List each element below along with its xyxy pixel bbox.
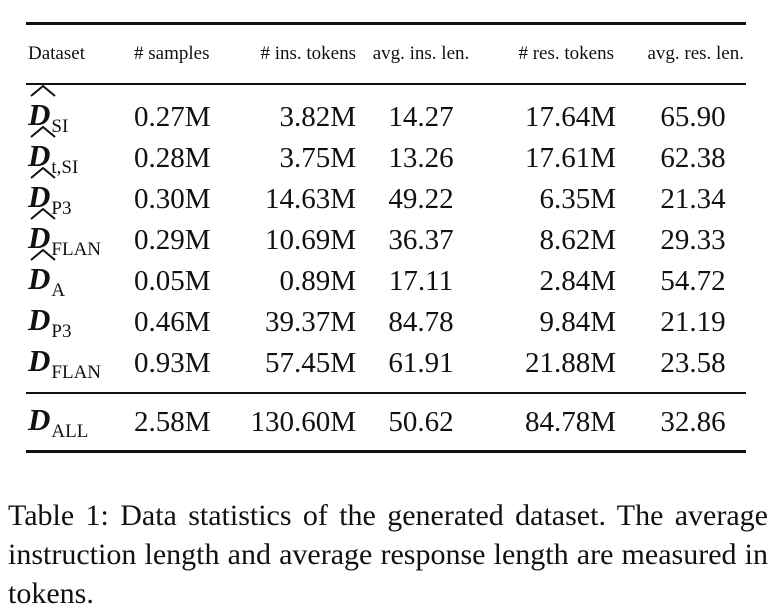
dataset-symbol: D — [28, 302, 50, 338]
avg-ins-len-cell: 61.91 — [388, 347, 454, 379]
ins-tokens-cell: 0.89M — [279, 265, 356, 297]
dataset-cell: DFLAN — [26, 207, 128, 261]
res-tokens-cell: 21.88M — [524, 347, 616, 379]
dataset-subscript: t,SI — [51, 157, 79, 178]
header-res-tokens: # res. tokens — [518, 43, 614, 64]
dataset-symbol: D — [28, 343, 50, 379]
table-body: DSI 0.27M 3.82M 14.27 17.64M 65.90 Dt,SI 0.28M 3… — [26, 84, 746, 393]
dataset-letter: D — [28, 220, 51, 255]
res-tokens-cell: 6.35M — [539, 183, 616, 215]
samples-cell: 0.28M — [134, 142, 211, 174]
dataset-letter: D — [28, 343, 51, 378]
dataset-symbol: D — [28, 207, 56, 256]
avg-ins-len-cell: 17.11 — [388, 265, 454, 297]
dataset-letter: D — [28, 179, 51, 214]
ins-tokens-cell: 3.82M — [279, 101, 356, 133]
header-samples: # samples — [134, 43, 210, 64]
ins-tokens-cell: 130.60M — [250, 405, 356, 438]
table-header: Dataset # samples # ins. tokens avg. ins… — [26, 23, 746, 84]
dataset-letter: D — [28, 261, 51, 296]
dataset-subscript: P3 — [51, 198, 72, 219]
table-total-body: DALL 2.58M 130.60M 50.62 84.78M 32.86 — [26, 393, 746, 452]
samples-cell: 0.93M — [134, 347, 211, 379]
dataset-cell: DALL — [26, 393, 128, 452]
res-tokens-cell: 8.62M — [539, 224, 616, 256]
dataset-cell: DSI — [26, 84, 128, 138]
ins-tokens-cell: 10.69M — [264, 224, 356, 256]
dataset-letter: D — [28, 138, 51, 173]
header-row: Dataset # samples # ins. tokens avg. ins… — [26, 23, 746, 84]
avg-res-len-cell: 21.34 — [660, 183, 726, 215]
ins-tokens-cell: 3.75M — [279, 142, 356, 174]
dataset-subscript: A — [51, 280, 66, 301]
dataset-cell: DA — [26, 248, 128, 302]
avg-ins-len-cell: 14.27 — [388, 101, 454, 133]
res-tokens-cell: 9.84M — [539, 306, 616, 338]
samples-cell: 0.46M — [134, 306, 211, 338]
avg-res-len-cell: 62.38 — [660, 142, 726, 174]
wide-hat-accent-icon — [30, 125, 56, 138]
samples-cell: 0.30M — [134, 183, 211, 215]
avg-ins-len-cell: 50.62 — [388, 405, 454, 438]
res-tokens-cell: 17.64M — [524, 101, 616, 133]
dataset-subscript: FLAN — [51, 362, 102, 383]
table-row: DFLAN 0.93M 57.45M 61.91 21.88M 23.58 — [26, 343, 746, 393]
res-tokens-cell: 17.61M — [524, 142, 616, 174]
dataset-subscript: P3 — [51, 321, 72, 342]
samples-cell: 0.29M — [134, 224, 211, 256]
wide-hat-accent-icon — [30, 248, 56, 261]
table-row: Dt,SI 0.28M 3.75M 13.26 17.61M 62.38 — [26, 125, 746, 179]
samples-cell: 0.05M — [134, 265, 211, 297]
dataset-symbol: D — [28, 402, 50, 438]
table-row: DP3 0.46M 39.37M 84.78 9.84M 21.19 — [26, 302, 746, 343]
data-statistics-table-container: Dataset # samples # ins. tokens avg. ins… — [26, 22, 746, 453]
dataset-subscript: SI — [51, 116, 69, 137]
dataset-symbol: D — [28, 125, 56, 174]
table-caption: Table 1: Data statistics of the generate… — [8, 499, 768, 610]
ins-tokens-cell: 39.37M — [264, 306, 356, 338]
header-avg-res-len: avg. res. len. — [647, 43, 744, 64]
ins-tokens-cell: 57.45M — [264, 347, 356, 379]
table-row: DP3 0.30M 14.63M 49.22 6.35M 21.34 — [26, 166, 746, 220]
table-row: DSI 0.27M 3.82M 14.27 17.64M 65.90 — [26, 84, 746, 138]
table-row: DFLAN 0.29M 10.69M 36.37 8.62M 29.33 — [26, 207, 746, 261]
header-dataset: Dataset — [28, 43, 85, 64]
avg-ins-len-cell: 84.78 — [388, 306, 454, 338]
dataset-cell: Dt,SI — [26, 125, 128, 179]
dataset-symbol: D — [28, 166, 56, 215]
dataset-symbol: D — [28, 248, 56, 297]
res-tokens-cell: 2.84M — [539, 265, 616, 297]
dataset-letter: D — [28, 97, 51, 132]
dataset-subscript: ALL — [51, 420, 89, 442]
wide-hat-accent-icon — [30, 84, 56, 97]
avg-res-len-cell: 23.58 — [660, 347, 726, 379]
dataset-letter: D — [28, 401, 51, 437]
avg-res-len-cell: 54.72 — [660, 265, 726, 297]
avg-ins-len-cell: 49.22 — [388, 183, 454, 215]
wide-hat-accent-icon — [30, 207, 56, 220]
samples-cell: 0.27M — [134, 101, 211, 133]
header-avg-ins-len: avg. ins. len. — [372, 43, 470, 64]
avg-res-len-cell: 21.19 — [660, 306, 726, 338]
table-row: DA 0.05M 0.89M 17.11 2.84M 54.72 — [26, 248, 746, 302]
data-statistics-table: Dataset # samples # ins. tokens avg. ins… — [26, 22, 746, 453]
total-row: DALL 2.58M 130.60M 50.62 84.78M 32.86 — [26, 393, 746, 452]
dataset-cell: DP3 — [26, 166, 128, 220]
avg-res-len-cell: 32.86 — [660, 405, 726, 438]
dataset-cell: DP3 — [26, 302, 128, 343]
avg-res-len-cell: 29.33 — [660, 224, 726, 256]
avg-ins-len-cell: 36.37 — [388, 224, 454, 256]
header-ins-tokens: # ins. tokens — [260, 43, 356, 64]
dataset-symbol: D — [28, 84, 56, 133]
avg-ins-len-cell: 13.26 — [388, 142, 454, 174]
samples-cell: 2.58M — [134, 405, 211, 438]
avg-res-len-cell: 65.90 — [660, 101, 726, 133]
wide-hat-accent-icon — [30, 166, 56, 179]
res-tokens-cell: 84.78M — [524, 405, 616, 438]
dataset-letter: D — [28, 302, 51, 337]
dataset-subscript: FLAN — [51, 239, 102, 260]
ins-tokens-cell: 14.63M — [264, 183, 356, 215]
dataset-cell: DFLAN — [26, 343, 128, 393]
